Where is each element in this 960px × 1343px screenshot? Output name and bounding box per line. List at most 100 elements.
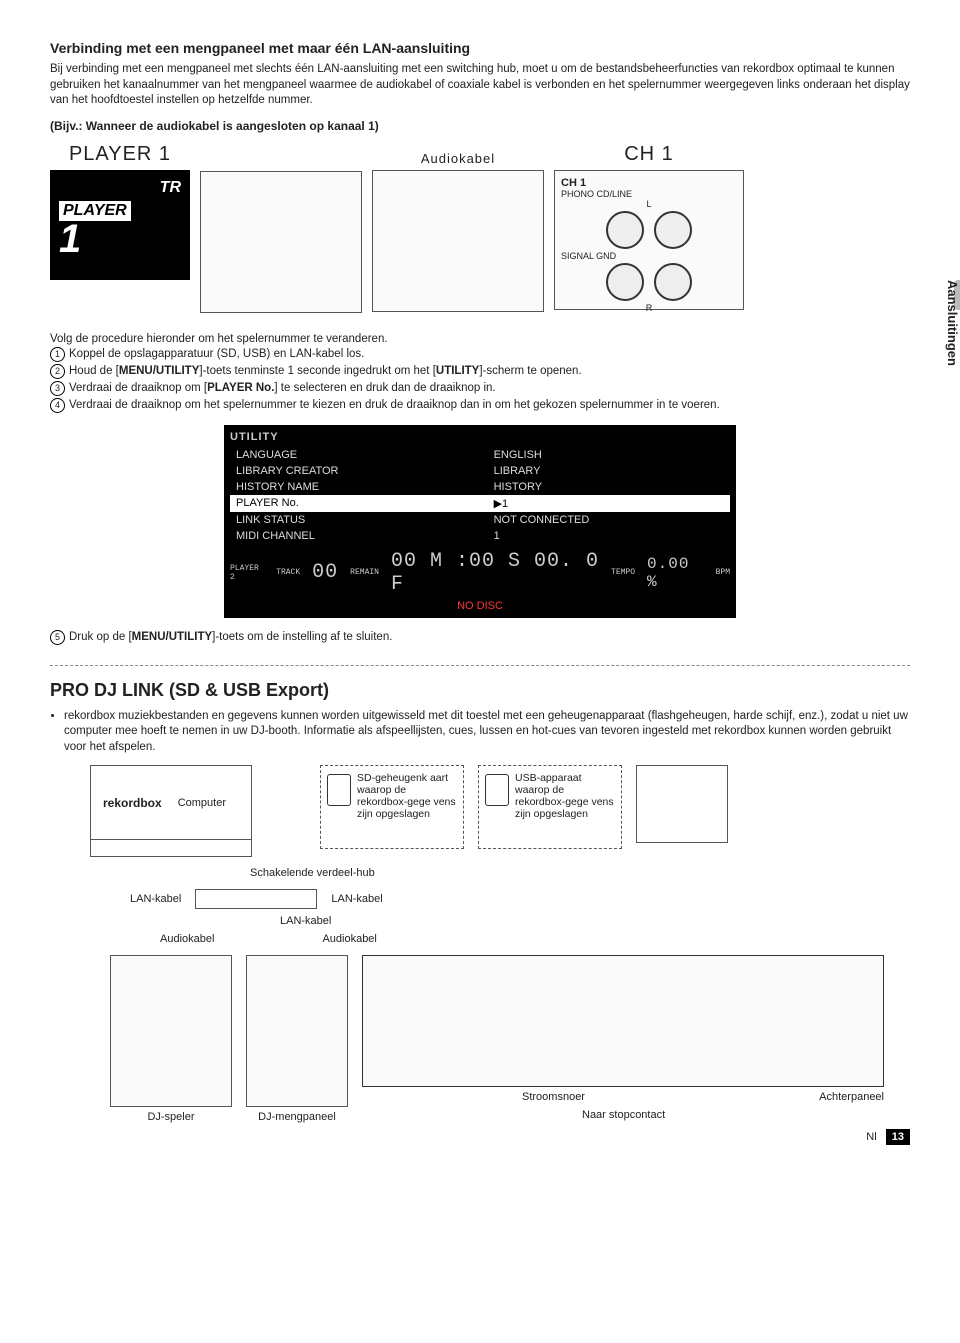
diagram2-top: rekordbox Computer SD-geheugenk aart waar…: [90, 765, 910, 857]
utility-val: 1: [488, 528, 730, 544]
utility-key: LANGUAGE: [230, 447, 488, 463]
p5a: Druk op de [: [69, 631, 132, 643]
proc-5: 5Druk op de [MENU/UTILITY]-toets om de i…: [50, 630, 910, 645]
ch1-label: CH 1: [554, 143, 744, 166]
jack-1: [606, 211, 644, 249]
player1-label: PLAYER 1: [50, 143, 190, 166]
nodisc: NO DISC: [230, 600, 730, 612]
utility-key: LIBRARY CREATOR: [230, 463, 488, 479]
utility-header: UTILITY: [230, 431, 730, 443]
section1-intro: Bij verbinding met een mengpaneel met sl…: [50, 62, 910, 109]
dj-speler-box: [110, 955, 232, 1107]
p2a: Houd de [: [69, 365, 119, 377]
jack-4: [654, 263, 692, 301]
audio2: Audiokabel: [322, 933, 376, 945]
device-column: [200, 143, 362, 313]
time-digits: 00 M :00 S 00. 0 F: [391, 550, 599, 596]
dj-speler-label: DJ-speler: [110, 1111, 232, 1123]
proc-2: 2Houd de [MENU/UTILITY]-toets tenminste …: [50, 364, 910, 379]
sd-box: SD-geheugenk aart waarop de rekordbox-ge…: [320, 765, 464, 849]
utility-bottom: PLAYER 2 TRACK 00 REMAIN 00 M :00 S 00. …: [230, 550, 730, 596]
proc-3: 3Verdraai de draaiknop om [PLAYER No.] t…: [50, 381, 910, 396]
p3c: ] te selecteren en druk dan de draaiknop…: [274, 382, 495, 394]
section1-title: Verbinding met een mengpaneel met maar é…: [50, 40, 910, 56]
tempo-val: 0.00 %: [647, 555, 704, 591]
phono-text: PHONO CD/LINE: [561, 189, 737, 199]
lan3-row: LAN-kabel: [280, 913, 910, 927]
sd-icon: [327, 774, 351, 806]
achter-label: Achterpaneel: [819, 1091, 884, 1103]
dj-meng-box: [246, 955, 348, 1107]
gnd-text: SIGNAL GND: [561, 251, 737, 261]
rear-col: Stroomsnoer Achterpaneel Naar stopcontac…: [362, 955, 884, 1121]
audiokabel-column: Audiokabel: [372, 143, 544, 312]
pro-dj-link-title: PRO DJ LINK (SD & USB Export): [50, 680, 910, 701]
p2c: ]-toets tenminste 1 seconde ingedrukt om…: [199, 365, 436, 377]
tempo-lbl: TEMPO: [611, 568, 635, 577]
lan2: LAN-kabel: [331, 893, 382, 905]
p2e: ]-scherm te openen.: [479, 365, 581, 377]
player1-screen: TR PLAYER 1: [50, 170, 190, 280]
jack-2: [654, 211, 692, 249]
bottom-devices: DJ-speler DJ-mengpaneel Stroomsnoer Acht…: [110, 955, 910, 1123]
l-text: L: [561, 199, 737, 209]
diagram-row-1: PLAYER 1 TR PLAYER 1 Audiokabel CH 1 CH …: [50, 143, 910, 313]
utility-row: PLAYER No.▶1: [230, 495, 730, 512]
audio1: Audiokabel: [160, 933, 214, 945]
procedure-block-2: 5Druk op de [MENU/UTILITY]-toets om de i…: [50, 630, 910, 645]
dj-player-device: [200, 171, 362, 313]
utility-val: LIBRARY: [488, 463, 730, 479]
lan3: LAN-kabel: [280, 915, 331, 927]
p3a: Verdraai de draaiknop om [: [69, 382, 207, 394]
utility-row: LINK STATUSNOT CONNECTED: [230, 512, 730, 528]
hub-row: Schakelende verdeel-hub: [250, 867, 910, 879]
track-lbl: TRACK: [276, 568, 300, 577]
side-tab: Aansluitingen: [945, 280, 960, 366]
procedure-block: Volg de procedure hieronder om het spele…: [50, 333, 910, 413]
lan-row: LAN-kabel LAN-kabel: [130, 889, 910, 909]
sd-text: SD-geheugenk aart waarop de rekordbox-ge…: [357, 772, 457, 842]
example-label: (Bijv.: Wanneer de audiokabel is aangesl…: [50, 119, 910, 133]
track-digits: 00: [312, 561, 338, 584]
player2-badge: PLAYER 2: [230, 564, 264, 582]
pro-bullet-1: rekordbox muziekbestanden en gegevens ku…: [64, 709, 910, 756]
ch1-text: CH 1: [561, 177, 737, 189]
ch1-column: CH 1 CH 1 PHONO CD/LINE L SIGNAL GND R: [554, 143, 744, 310]
p5b: MENU/UTILITY: [132, 631, 213, 643]
proc-intro: Volg de procedure hieronder om het spele…: [50, 333, 910, 345]
player-num: 1: [59, 217, 81, 262]
utility-row: HISTORY NAMEHISTORY: [230, 479, 730, 495]
p4: Verdraai de draaiknop om het spelernumme…: [69, 399, 720, 411]
jack-3: [606, 263, 644, 301]
utility-val: ▶1: [488, 495, 730, 512]
utility-screen: UTILITY LANGUAGEENGLISHLIBRARY CREATORLI…: [224, 425, 736, 618]
hub-label: Schakelende verdeel-hub: [250, 867, 375, 879]
audio-row: Audiokabel Audiokabel: [160, 933, 910, 945]
usb-text: USB-apparaat waarop de rekordbox-gege ve…: [515, 772, 615, 842]
r-text: R: [561, 303, 737, 313]
hub-box: [195, 889, 317, 909]
utility-table: LANGUAGEENGLISHLIBRARY CREATORLIBRARYHIS…: [230, 447, 730, 544]
dj-meng-col: DJ-mengpaneel: [246, 955, 348, 1123]
top-view-device: [636, 765, 728, 843]
lan1: LAN-kabel: [130, 893, 181, 905]
utility-row: MIDI CHANNEL1: [230, 528, 730, 544]
proc-1-text: Koppel de opslagapparatuur (SD, USB) en …: [69, 348, 364, 360]
dj-speler-col: DJ-speler: [110, 955, 232, 1123]
pro-bullet-list: rekordbox muziekbestanden en gegevens ku…: [50, 709, 910, 756]
p2d: UTILITY: [436, 365, 479, 377]
utility-row: LIBRARY CREATORLIBRARY: [230, 463, 730, 479]
footer: Nl 13: [866, 1131, 910, 1143]
utility-row: LANGUAGEENGLISH: [230, 447, 730, 463]
utility-key: MIDI CHANNEL: [230, 528, 488, 544]
laptop-label: Computer: [172, 793, 232, 813]
section-divider: [50, 665, 910, 666]
mixer-device: [372, 170, 544, 312]
bpm-lbl: BPM: [716, 568, 730, 577]
p2b: MENU/UTILITY: [119, 365, 200, 377]
proc-4: 4Verdraai de draaiknop om het spelernumm…: [50, 398, 910, 413]
ch1-panel: CH 1 PHONO CD/LINE L SIGNAL GND R: [554, 170, 744, 310]
utility-val: ENGLISH: [488, 447, 730, 463]
footer-lang: Nl: [866, 1131, 876, 1143]
laptop-brand: rekordbox: [103, 796, 162, 810]
